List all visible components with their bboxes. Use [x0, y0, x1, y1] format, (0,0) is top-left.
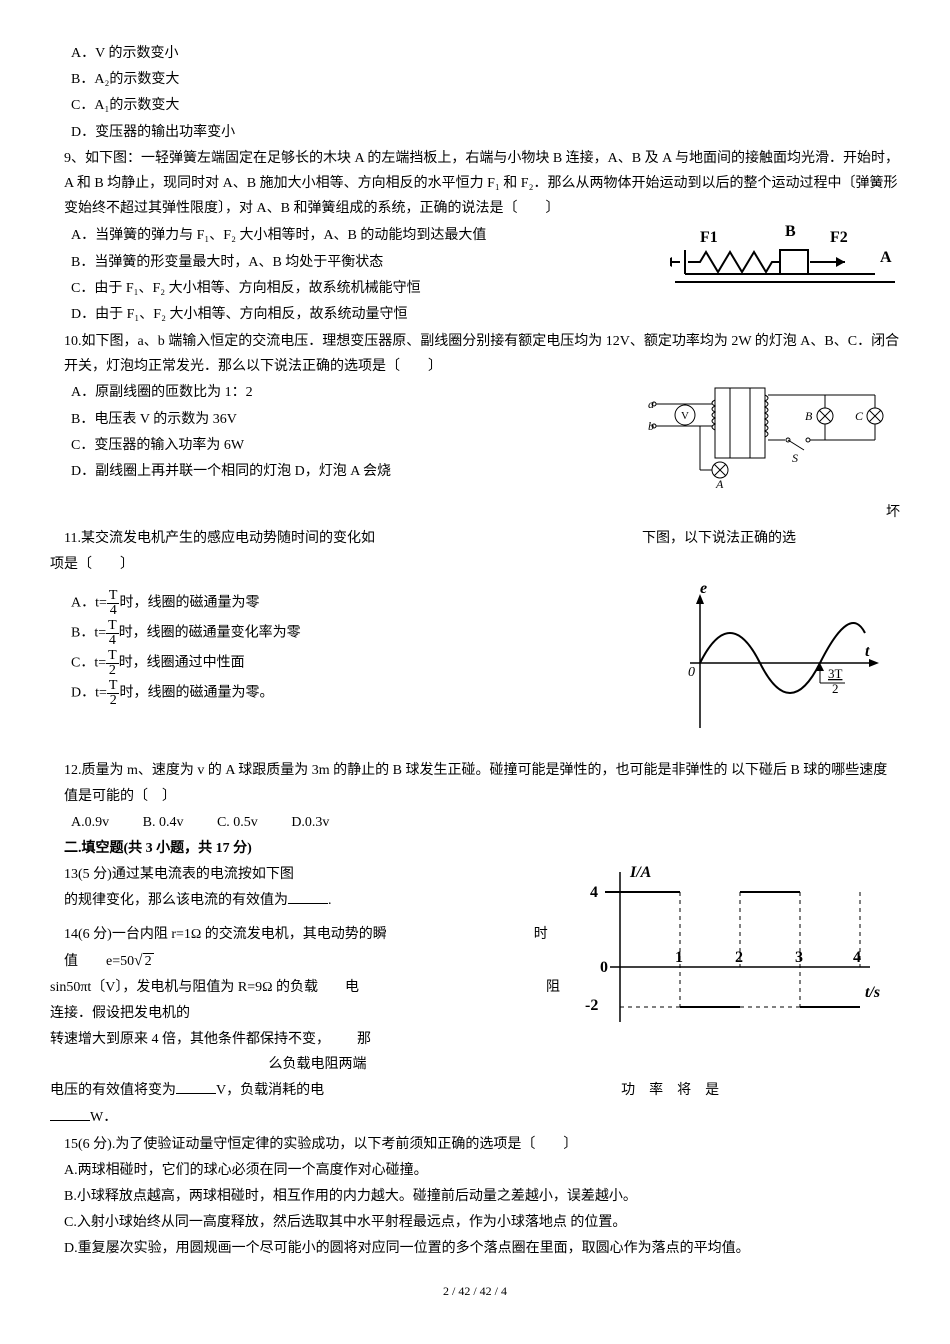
chart-x3: 3 — [795, 949, 803, 966]
q11-fig-zero: 0 — [688, 665, 695, 680]
q9-opt-a: A．当弹簧的弹力与 F₁、F₂ 大小相等时，A、B 的动能均到达最大值 — [50, 223, 660, 248]
q9-stem: 9、如下图：一轻弹簧左端固定在足够长的木块 A 的左端挡板上，右端与小物块 B … — [50, 146, 900, 222]
q8-opt-a: A．V 的示数变小 — [50, 41, 900, 66]
q11-fig-e: e — [700, 580, 707, 597]
q10-block: 10.如下图，a、b 端输入恒定的交流电压．理想变压器原、副线圈分别接有额定电压… — [50, 329, 900, 525]
q10-fig-a: a — [648, 397, 654, 411]
q14-l5: W． — [50, 1105, 900, 1130]
q12-opt-a: A.0.9v — [71, 815, 109, 830]
q15-opt-c: C.入射小球始终从同一高度释放，然后选取其中水平射程最远点，作为小球落地点 的位… — [50, 1210, 900, 1235]
q11-opt-b: B．t=T4时，线圈的磁通量变化率为零 — [50, 619, 640, 648]
q11-stem-cont: 项是〔 〕 — [50, 552, 900, 577]
q13-14-block: I/A t/s 4 0 -2 1 2 3 4 — [50, 862, 900, 1130]
chart-x2: 2 — [735, 949, 743, 966]
q10-fig-A: A — [715, 477, 724, 490]
q11-block: 11.某交流发电机产生的感应电动势随时间的变化如 下图，以下说法正确的选 项是〔… — [50, 526, 900, 758]
q9-block: 9、如下图：一轻弹簧左端固定在足够长的木块 A 的左端挡板上，右端与小物块 B … — [50, 146, 900, 328]
q12-opt-d: D.0.3v — [291, 815, 329, 830]
q14-l4: 电压的有效值将变为V，负载消耗的电 功 率 将 是 — [50, 1078, 900, 1103]
q9-figure: B F2 F1 A — [670, 222, 900, 302]
chart-xlabel: t/s — [865, 984, 880, 1001]
q9-opt-d: D．由于 F₁、F₂ 大小相等、方向相反，故系统动量守恒 — [50, 302, 660, 327]
q8-opt-b: B．A₂的示数变大 — [50, 67, 900, 92]
page-footer: 2 / 42 / 42 / 4 — [50, 1281, 900, 1303]
q12-stem: 12.质量为 m、速度为 v 的 A 球跟质量为 3m 的静止的 B 球发生正碰… — [50, 758, 900, 808]
q9-fig-F1: F1 — [700, 229, 718, 246]
q10-fig-V: V — [681, 410, 689, 422]
q12-opt-c: C. 0.5v — [217, 815, 258, 830]
section2-title: 二.填空题(共 3 小题，共 17 分) — [50, 836, 900, 861]
q9-fig-F2: F2 — [830, 229, 848, 246]
chart-ylabel: I/A — [629, 864, 652, 881]
q10-fig-C: C — [855, 409, 864, 423]
q10-fig-B: B — [805, 409, 813, 423]
q8-opt-c: C．A₁的示数变大 — [50, 93, 900, 118]
q8-opt-d: D．变压器的输出功率变小 — [50, 120, 900, 145]
q11-opt-c: C．t=T2时，线圈通过中性面 — [50, 649, 640, 678]
q15-opt-d: D.重复屡次实验，用圆规画一个尽可能小的圆将对应同一位置的多个落点圈在里面，取圆… — [50, 1236, 900, 1261]
q9-opt-b: B．当弹簧的形变量最大时，A、B 均处于平衡状态 — [50, 250, 660, 275]
q15-stem: 15(6 分).为了使验证动量守恒定律的实验成功，以下考前须知正确的选项是〔 〕 — [50, 1132, 900, 1157]
chart-yn2: -2 — [585, 997, 598, 1014]
q11-fig-t: t — [865, 643, 870, 660]
q10-stem: 10.如下图，a、b 端输入恒定的交流电压．理想变压器原、副线圈分别接有额定电压… — [50, 329, 900, 379]
q9-fig-B: B — [785, 223, 796, 240]
q11-figure: e t 0 3T 2 T — [650, 578, 900, 748]
q9-fig-A: A — [880, 249, 892, 266]
q10-fig-S: S — [792, 451, 798, 465]
q9-opt-c: C．由于 F₁、F₂ 大小相等、方向相反，故系统机械能守恒 — [50, 276, 660, 301]
chart-x1: 1 — [675, 949, 683, 966]
q11-opt-d: D．t=T2时，线圈的磁通量为零。 — [50, 679, 640, 708]
chart-x0: 0 — [600, 959, 608, 976]
q12-opts: A.0.9v B. 0.4v C. 0.5v D.0.3v — [50, 810, 900, 835]
q15-opt-a: A.两球相碰时，它们的球心必须在同一个高度作对心碰撞。 — [50, 1158, 900, 1183]
q11-fig-3T-num: 3T — [828, 666, 843, 681]
q15-opt-b: B.小球释放点越高，两球相碰时，相互作用的内力越大。碰撞前后动量之差越小，误差越… — [50, 1184, 900, 1209]
q12-opt-b: B. 0.4v — [143, 815, 184, 830]
q11-fig-3T-den: 2 — [832, 681, 839, 696]
q10-fig-b: b — [648, 419, 654, 433]
current-chart: I/A t/s 4 0 -2 1 2 3 4 — [570, 862, 900, 1032]
q11-stem: 11.某交流发电机产生的感应电动势随时间的变化如 下图，以下说法正确的选 — [50, 526, 900, 551]
chart-y4: 4 — [590, 884, 598, 901]
q11-opt-a: A．t=T4时，线圈的磁通量为零 — [50, 589, 640, 618]
q10-figure: a b V A — [640, 380, 900, 490]
